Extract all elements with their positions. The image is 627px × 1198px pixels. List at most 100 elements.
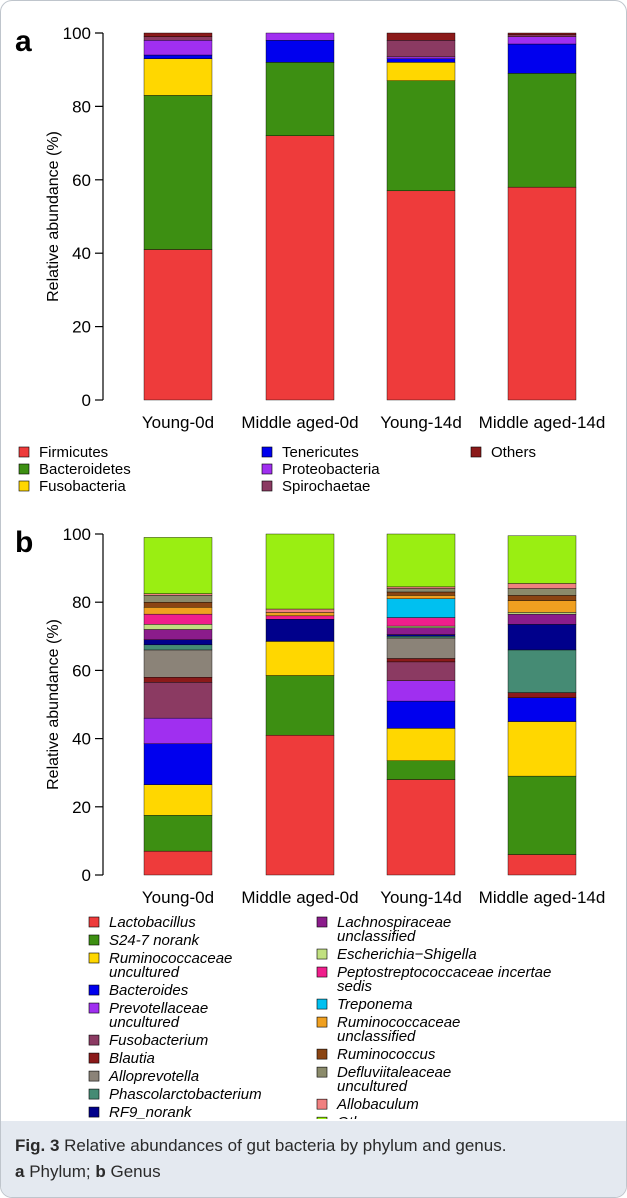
bar-segment [265, 612, 335, 617]
legend-label: Alloprevotella [108, 1068, 199, 1085]
legend-swatch [88, 1070, 100, 1082]
bar-segment [507, 43, 577, 74]
x-tick-label: Young-0d [142, 888, 214, 907]
legend-label: Phascolarctobacterium [109, 1086, 262, 1103]
legend-swatch [18, 463, 30, 475]
bar-segment [143, 743, 213, 785]
bar-segment [507, 692, 577, 698]
legend-swatch [88, 916, 100, 928]
legend-label: uncultured [109, 1014, 180, 1031]
legend-label: Fusobacteria [39, 478, 126, 495]
legend-label: Fusobacterium [109, 1032, 208, 1049]
x-tick-label: Young-0d [142, 413, 214, 432]
legend-swatch [316, 948, 328, 960]
bar-segment [386, 625, 456, 628]
caption-fig-label: Fig. 3 [15, 1136, 60, 1155]
bar-segment [386, 586, 456, 589]
bar-segment [143, 32, 213, 37]
y-tick-label: 60 [72, 661, 91, 680]
legend-label: Others [337, 1114, 383, 1119]
bar-segment [386, 80, 456, 192]
bar-segment [265, 62, 335, 136]
bar-segment [143, 249, 213, 401]
bar-segment [143, 649, 213, 678]
y-tick-label: 0 [82, 866, 91, 885]
legend-label: Prevotellaceae [109, 1000, 208, 1017]
bar-segment [507, 624, 577, 651]
legend-swatch [261, 463, 273, 475]
bar-segment [143, 595, 213, 603]
bar-segment [386, 32, 456, 41]
legend-label: Escherichia−Shigella [337, 946, 477, 963]
y-tick-label: 20 [72, 798, 91, 817]
legend-label: uncultured [109, 964, 180, 981]
bar-segment [143, 717, 213, 744]
bar-segment [143, 537, 213, 594]
legend-label: Proteobacteria [282, 461, 380, 478]
caption-part-b-text: Genus [110, 1162, 161, 1181]
bar-segment [386, 680, 456, 702]
panel-label: b [15, 526, 33, 559]
bar-segment [143, 644, 213, 651]
legend-swatch [88, 984, 100, 996]
bar-segment [507, 73, 577, 188]
legend-label: Treponema [337, 996, 413, 1013]
bar-segment [386, 636, 456, 639]
y-tick-label: 40 [72, 730, 91, 749]
figure-caption: Fig. 3 Relative abundances of gut bacter… [1, 1121, 626, 1197]
y-tick-label: 0 [82, 391, 91, 410]
legend-label: Firmicutes [39, 444, 108, 461]
bar-segment [386, 658, 456, 663]
bar-segment [386, 617, 456, 627]
y-axis-title: Relative abundance (%) [45, 131, 62, 302]
bar-segment [386, 58, 456, 63]
bar-segment [143, 624, 213, 630]
bar-segment [386, 62, 456, 81]
legend-label: Spirochaetae [282, 478, 370, 495]
bar-segment [507, 583, 577, 589]
bar-segment [507, 535, 577, 584]
legend-swatch [316, 1016, 328, 1028]
bar-segment [386, 627, 456, 635]
x-tick-label: Young-14d [380, 888, 462, 907]
legend-label: Ruminococcus [337, 1046, 436, 1063]
legend-swatch [88, 952, 100, 964]
legend-swatch [18, 480, 30, 492]
bar-segment [265, 32, 335, 41]
legend-swatch [88, 1034, 100, 1046]
bar-segment [265, 135, 335, 401]
legend-label: unclassified [337, 928, 416, 945]
legend-label: Lactobacillus [109, 914, 196, 931]
bar-segment [143, 58, 213, 96]
bar-segment [143, 607, 213, 615]
x-tick-label: Middle aged-14d [479, 888, 606, 907]
bar-segment [386, 598, 456, 618]
bar-segment [386, 661, 456, 681]
bar-segment [143, 682, 213, 719]
legend-swatch [470, 446, 482, 458]
bar-segment [507, 613, 577, 625]
bar-segment [507, 186, 577, 401]
legend-label: Tenericutes [282, 444, 359, 461]
bar-segment [386, 779, 456, 876]
bar-segment [507, 697, 577, 722]
bar-segment [143, 40, 213, 56]
bar-segment [507, 595, 577, 601]
bar-segment [265, 615, 335, 620]
x-tick-label: Middle aged-0d [241, 888, 358, 907]
chart-panel-b: b 0 20 40 60 80 100 Relative abundance (%) Young… [15, 525, 605, 1119]
bar-segment [507, 721, 577, 777]
caption-part-a-text: Phylum; [29, 1162, 91, 1181]
legend-label: uncultured [337, 1078, 408, 1095]
bar-segment [386, 760, 456, 780]
chart-panel-a: a 0 20 40 60 80 100 Relative abundance (%) Young… [15, 24, 605, 495]
legend-label: RF9_norank [109, 1104, 193, 1119]
bar-segment [386, 634, 456, 637]
y-tick-label: 100 [63, 525, 91, 544]
legend-swatch [316, 1116, 328, 1119]
bar-segment [386, 595, 456, 599]
bar-segment [265, 734, 335, 876]
bar-segment [143, 54, 213, 59]
y-tick-label: 20 [72, 318, 91, 337]
y-axis-title: Relative abundance (%) [45, 619, 62, 790]
